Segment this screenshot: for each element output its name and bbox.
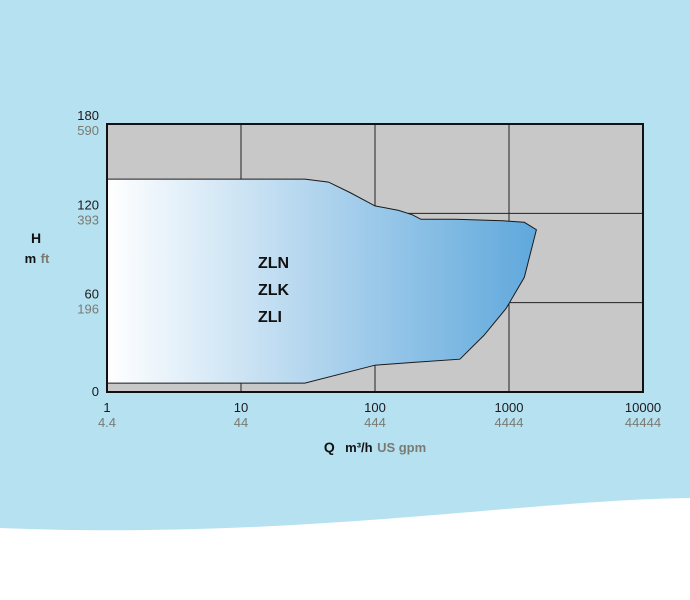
x-tick-label: 1000 — [495, 400, 524, 415]
y-tick-label: 0 — [92, 384, 99, 399]
x-tick-label: 10000 — [625, 400, 661, 415]
series-label-zli: ZLI — [258, 309, 282, 326]
y-tick-label-alt: 393 — [77, 212, 99, 227]
x-tick-label-alt: 44 — [234, 415, 248, 430]
y-axis-label: H — [31, 230, 41, 246]
x-tick-label: 1 — [103, 400, 110, 415]
y-tick-label: 60 — [85, 287, 99, 302]
y-tick-label: 180 — [77, 108, 99, 123]
x-tick-label-alt: 4444 — [495, 415, 524, 430]
y-axis-unit: m ft — [25, 250, 50, 267]
x-axis-label: Q m³/h US gpm — [324, 439, 426, 456]
y-tick-label-alt: 196 — [77, 302, 99, 317]
series-label-zlk: ZLK — [258, 282, 290, 299]
x-tick-label-alt: 444 — [364, 415, 386, 430]
x-tick-label-alt: 44444 — [625, 415, 661, 430]
y-tick-label: 120 — [77, 197, 99, 212]
plot-frame — [106, 123, 644, 393]
x-tick-label: 10 — [234, 400, 248, 415]
series-label-zln: ZLN — [258, 255, 289, 272]
performance-envelope — [106, 178, 537, 384]
y-tick-label-alt: 590 — [77, 123, 99, 138]
x-tick-label: 100 — [364, 400, 386, 415]
x-tick-label-alt: 4.4 — [98, 415, 116, 430]
